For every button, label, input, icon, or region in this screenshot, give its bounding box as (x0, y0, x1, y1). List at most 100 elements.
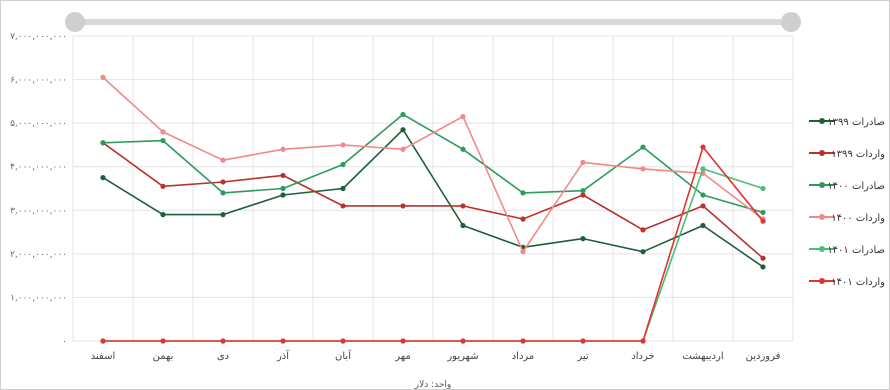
data-point (340, 142, 346, 148)
scrollbar-handle-left[interactable] (65, 12, 85, 32)
legend-swatch-marker (819, 118, 825, 124)
data-point (100, 74, 106, 80)
legend-item: واردات ۱۴۰۱ (809, 277, 885, 288)
data-point (640, 144, 646, 150)
legend-label: واردات ۱۴۰۰ (831, 213, 885, 224)
legend-label: واردات ۱۴۰۱ (831, 277, 885, 288)
data-point (340, 185, 346, 192)
legend-swatch-marker (819, 214, 825, 220)
x-tick-label: آذر (276, 349, 290, 362)
data-point (460, 146, 466, 152)
data-point (100, 175, 106, 181)
data-point (580, 236, 586, 242)
data-point (640, 166, 646, 172)
legend-swatch-marker (819, 182, 825, 188)
legend-label: صادرات ۱۳۹۹ (827, 117, 885, 128)
data-point (220, 338, 226, 344)
data-point (280, 172, 286, 179)
y-tick-label: ۶,۰۰۰,۰۰۰,۰۰۰ (10, 76, 67, 86)
x-tick-label: اردیبهشت (682, 351, 723, 362)
y-tick-label: ۳,۰۰۰,۰۰۰,۰۰۰ (10, 206, 67, 216)
series-line (102, 128, 764, 268)
horizontal-scrollbar[interactable] (65, 12, 801, 32)
data-point (460, 114, 466, 120)
data-point (700, 166, 706, 172)
data-point (340, 161, 346, 168)
data-point (460, 203, 466, 209)
x-tick-label: فروردین (746, 351, 781, 362)
data-point (100, 140, 106, 146)
x-tick-label: بهمن (153, 351, 174, 362)
legend-item: صادرات ۱۳۹۹ (809, 117, 885, 128)
series-line (102, 142, 764, 259)
x-tick-label: خرداد (631, 351, 654, 362)
data-point (700, 222, 706, 229)
scrollbar-track[interactable] (75, 19, 791, 25)
data-point (460, 338, 466, 344)
data-point (280, 338, 286, 344)
data-point (580, 338, 586, 344)
data-point (640, 227, 646, 233)
data-point (400, 127, 406, 133)
data-point (220, 179, 226, 185)
data-point (400, 146, 406, 152)
data-point (700, 192, 706, 198)
data-point (760, 185, 766, 192)
series-6 (100, 144, 766, 344)
series-4 (100, 74, 766, 255)
legend-label: صادرات ۱۴۰۰ (827, 181, 885, 192)
data-point (160, 212, 166, 218)
data-point (160, 137, 166, 144)
legend-item: واردات ۱۳۹۹ (809, 149, 885, 160)
data-point (760, 255, 766, 261)
series-3 (100, 111, 766, 216)
data-point (700, 144, 706, 150)
data-point (760, 209, 766, 216)
y-tick-label: ۴,۰۰۰,۰۰۰,۰۰۰ (10, 163, 67, 173)
data-point (460, 222, 466, 229)
data-point (640, 249, 646, 255)
legend-item: صادرات ۱۴۰۰ (809, 181, 885, 192)
x-tick-label: دی (217, 351, 229, 362)
data-point (520, 216, 526, 222)
series-1 (100, 127, 766, 270)
data-point (580, 188, 586, 194)
y-tick-label: ۱,۰۰۰,۰۰۰,۰۰۰ (10, 293, 67, 303)
data-point (340, 203, 346, 209)
x-tick-label: آبان (335, 349, 352, 362)
data-point (640, 338, 646, 344)
data-point (280, 185, 286, 192)
data-point (160, 129, 166, 135)
series-2 (100, 140, 766, 261)
data-point (760, 264, 766, 270)
data-point (280, 192, 286, 198)
data-point (520, 190, 526, 196)
series-line (102, 113, 764, 214)
data-point (280, 146, 286, 152)
x-tick-label: مهر (394, 351, 410, 362)
x-tick-label: تیر (576, 351, 589, 362)
x-tick-label: شهریور (446, 351, 478, 362)
legend-label: صادرات ۱۴۰۱ (827, 245, 885, 256)
data-point (760, 218, 766, 224)
data-point (220, 212, 226, 218)
grid (72, 35, 794, 342)
data-point (400, 111, 406, 118)
data-point (520, 249, 526, 255)
y-tick-label: ۰ (62, 337, 67, 347)
legend-label: واردات ۱۳۹۹ (831, 149, 885, 160)
data-point (220, 190, 226, 196)
legend-swatch-marker (819, 246, 825, 252)
series-line (103, 146, 764, 342)
y-tick-label: ۵,۰۰۰,۰۰۰,۰۰۰ (10, 119, 67, 129)
data-point (220, 157, 226, 163)
y-tick-label: ۲,۰۰۰,۰۰۰,۰۰۰ (10, 250, 67, 260)
data-point (160, 338, 166, 344)
legend-swatch-marker (819, 278, 825, 284)
data-point (400, 203, 406, 209)
x-tick-label: اسفند (91, 351, 115, 362)
scrollbar-handle-right[interactable] (781, 12, 801, 32)
data-point (400, 338, 406, 344)
